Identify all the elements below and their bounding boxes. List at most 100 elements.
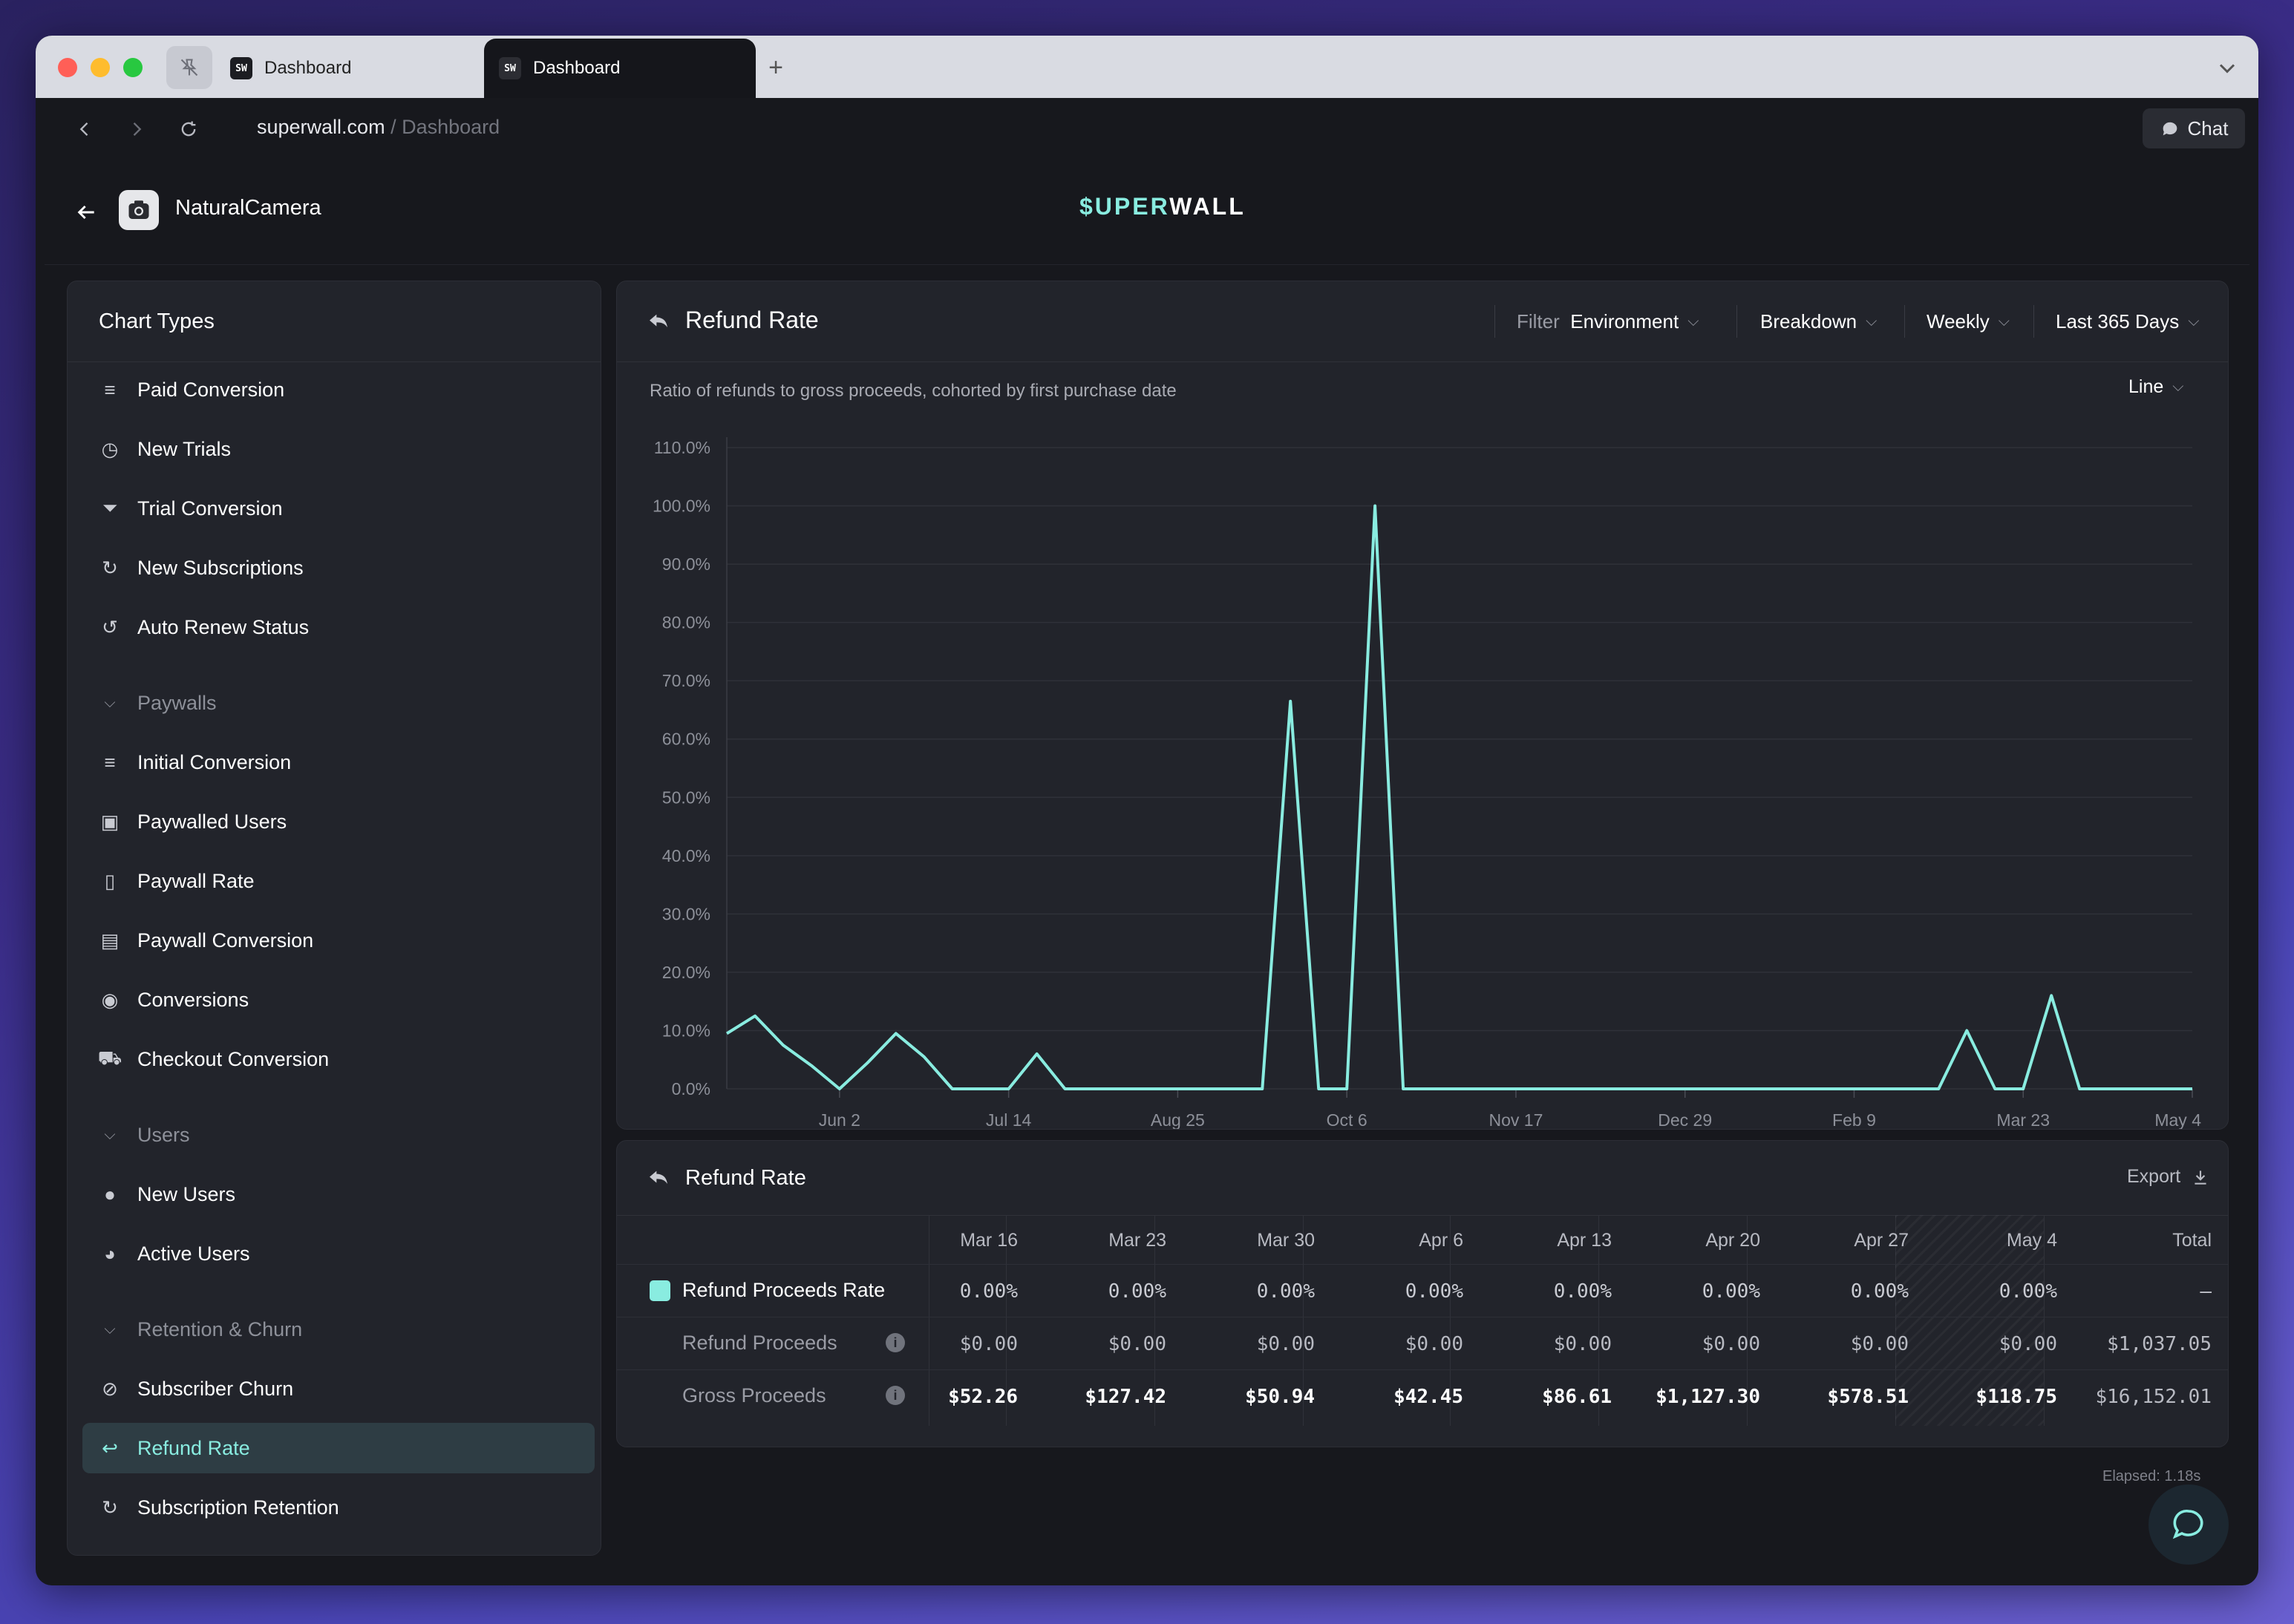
- y-tick-label: 30.0%: [662, 904, 710, 923]
- filter-dropdown[interactable]: Filter Environment ⌵: [1517, 281, 1699, 361]
- url-domain: superwall.com: [257, 116, 385, 138]
- app-header: NaturalCamera $UPERWALL: [45, 160, 2249, 265]
- new-tab-button[interactable]: +: [768, 53, 783, 82]
- forward-nav-icon[interactable]: [126, 119, 147, 140]
- sidebar-item-label: Users: [137, 1123, 190, 1146]
- interval-label: Weekly: [1927, 310, 1990, 333]
- table-cell: $0.00: [1553, 1333, 1612, 1355]
- row-label: Refund Proceeds: [682, 1332, 837, 1354]
- reply-icon: ↩: [102, 1436, 118, 1459]
- table-cell: $42.45: [1393, 1386, 1463, 1408]
- table-cell: $0.00: [959, 1333, 1018, 1355]
- sidebar-item-initial-conversion[interactable]: ≡ Initial Conversion: [82, 737, 595, 788]
- sidebar-item-conversions[interactable]: ◉ Conversions: [82, 975, 595, 1025]
- sidebar-item-label: Subscription Retention: [137, 1496, 339, 1519]
- info-icon[interactable]: i: [886, 1333, 905, 1352]
- address-bar: superwall.com / Dashboard Chat: [45, 98, 2249, 161]
- camera-icon: [128, 200, 149, 219]
- sidebar-item-label: New Trials: [137, 437, 232, 460]
- table-cell: 0.00%: [1553, 1280, 1612, 1303]
- sidebar-item-new-trials[interactable]: ◷ New Trials: [82, 424, 595, 474]
- table-cell: $0.00: [1999, 1333, 2057, 1355]
- sidebar-section-users[interactable]: ⌵ Users: [82, 1110, 595, 1160]
- chart-type-label: Line: [2128, 376, 2164, 397]
- interval-dropdown[interactable]: Weekly ⌵: [1927, 281, 2010, 361]
- column-header: Apr 6: [1419, 1230, 1463, 1251]
- data-table-panel: Refund Rate Export Mar 16 Mar 23 Mar 30 Apr…: [616, 1140, 2229, 1447]
- export-button[interactable]: Export: [2127, 1166, 2210, 1188]
- column-divider: [1154, 1215, 1155, 1426]
- sidebar-section-retention-churn[interactable]: ⌵ Retention & Churn: [82, 1304, 595, 1355]
- y-tick-label: 70.0%: [662, 671, 710, 690]
- sidebar-item-checkout-conversion[interactable]: ⛟ Checkout Conversion: [82, 1034, 595, 1084]
- y-tick-label: 20.0%: [662, 963, 710, 982]
- info-icon[interactable]: i: [886, 1386, 905, 1405]
- sidebar-item-paid-conversion[interactable]: ≡ Paid Conversion: [82, 364, 595, 415]
- back-nav-icon[interactable]: [74, 119, 95, 140]
- chart-description: Ratio of refunds to gross proceeds, coho…: [650, 381, 1177, 401]
- export-label: Export: [2127, 1166, 2181, 1187]
- sidebar-item-paywall-rate[interactable]: ▯ Paywall Rate: [82, 856, 595, 906]
- divider: [1494, 305, 1495, 338]
- maximize-window-button[interactable]: [123, 58, 143, 77]
- broadcast-icon: ◉: [101, 988, 119, 1011]
- logo-suffix: WALL: [1169, 193, 1246, 220]
- chevron-down-icon: ⌵: [1998, 312, 2010, 330]
- column-divider: [2044, 1215, 2045, 1426]
- chat-label: Chat: [2187, 117, 2229, 140]
- column-divider: [1006, 1215, 1007, 1426]
- refund-rate-series-line: [725, 504, 2192, 1090]
- chevron-down-icon: ⌵: [1687, 312, 1699, 330]
- y-tick-label: 0.0%: [672, 1079, 710, 1099]
- sidebar-item-label: New Subscriptions: [137, 556, 304, 579]
- row-divider: [617, 1369, 2228, 1370]
- sidebar-item-refund-rate[interactable]: ↩ Refund Rate: [82, 1423, 595, 1473]
- back-arrow-icon[interactable]: [74, 200, 98, 224]
- sidebar-section-paywalls[interactable]: ⌵ Paywalls: [82, 678, 595, 728]
- tab-dashboard-1[interactable]: SW Dashboard: [230, 39, 512, 98]
- chevron-down-icon: ⌵: [1866, 312, 1878, 330]
- sidebar-item-subscriber-churn[interactable]: ⊘ Subscriber Churn: [82, 1363, 595, 1414]
- y-tick-label: 80.0%: [662, 613, 710, 632]
- minimize-window-button[interactable]: [91, 58, 110, 77]
- chat-button[interactable]: Chat: [2143, 108, 2245, 148]
- column-divider: [1895, 1215, 1896, 1426]
- sidebar-item-active-users[interactable]: ◕ Active Users: [82, 1228, 595, 1279]
- sidebar-item-subscription-retention[interactable]: ↻ Subscription Retention: [82, 1482, 595, 1533]
- clock-refresh-icon: ◷: [101, 437, 119, 460]
- table-cell: 0.00%: [1999, 1280, 2057, 1303]
- sidebar-item-new-subscriptions[interactable]: ↻ New Subscriptions: [82, 543, 595, 593]
- sidebar-item-label: Auto Renew Status: [137, 615, 310, 638]
- table-cell: 0.00%: [1108, 1280, 1166, 1303]
- close-window-button[interactable]: [58, 58, 77, 77]
- chevron-down-icon: ⌵: [104, 1320, 116, 1337]
- chat-bubble-icon: [2172, 1509, 2203, 1539]
- chart-type-select[interactable]: Line ⌵: [2128, 376, 2183, 398]
- tab-overview-button[interactable]: [2214, 55, 2241, 82]
- table-cell: $0.00: [1405, 1333, 1463, 1355]
- reload-icon[interactable]: [178, 119, 199, 140]
- sidebar-item-trial-conversion[interactable]: ⏷ Trial Conversion: [82, 483, 595, 534]
- breakdown-dropdown[interactable]: Breakdown ⌵: [1760, 281, 1877, 361]
- table-row: Refund Proceeds Rate 0.00% 0.00% 0.00% 0.00%…: [617, 1264, 2228, 1317]
- sidebar-item-auto-renew-status[interactable]: ↺ Auto Renew Status: [82, 602, 595, 652]
- sidebar-item-paywall-conversion[interactable]: ▤ Paywall Conversion: [82, 915, 595, 966]
- table-cell: $1,127.30: [1656, 1386, 1760, 1408]
- chevron-down-icon: ⌵: [2188, 312, 2200, 330]
- date-range-dropdown[interactable]: Last 365 Days ⌵: [2056, 281, 2199, 361]
- url-field[interactable]: superwall.com / Dashboard: [257, 116, 500, 139]
- chart-types-sidebar: Chart Types ≡ Paid Conversion ◷ New Trials ⏷…: [67, 281, 601, 1556]
- table-row: i Gross Proceeds $52.26 $127.42 $50.94 $42.45…: [617, 1369, 2228, 1422]
- column-divider: [1747, 1215, 1748, 1426]
- sidebar-item-paywalled-users[interactable]: ▣ Paywalled Users: [82, 796, 595, 847]
- elapsed-time: Elapsed: 1.18s: [2102, 1468, 2201, 1484]
- row-divider: [617, 1264, 2228, 1265]
- sidebar-item-new-users[interactable]: ● New Users: [82, 1169, 595, 1219]
- table-cell: $52.26: [948, 1386, 1018, 1408]
- tab-dashboard-2[interactable]: SW Dashboard: [484, 39, 756, 98]
- pin-tab-button[interactable]: [166, 46, 212, 89]
- support-chat-button[interactable]: [2148, 1484, 2229, 1565]
- column-header: Total: [2172, 1230, 2212, 1251]
- sidebar-item-label: Paywall Rate: [137, 869, 255, 892]
- sidebar-title: Chart Types: [68, 281, 601, 362]
